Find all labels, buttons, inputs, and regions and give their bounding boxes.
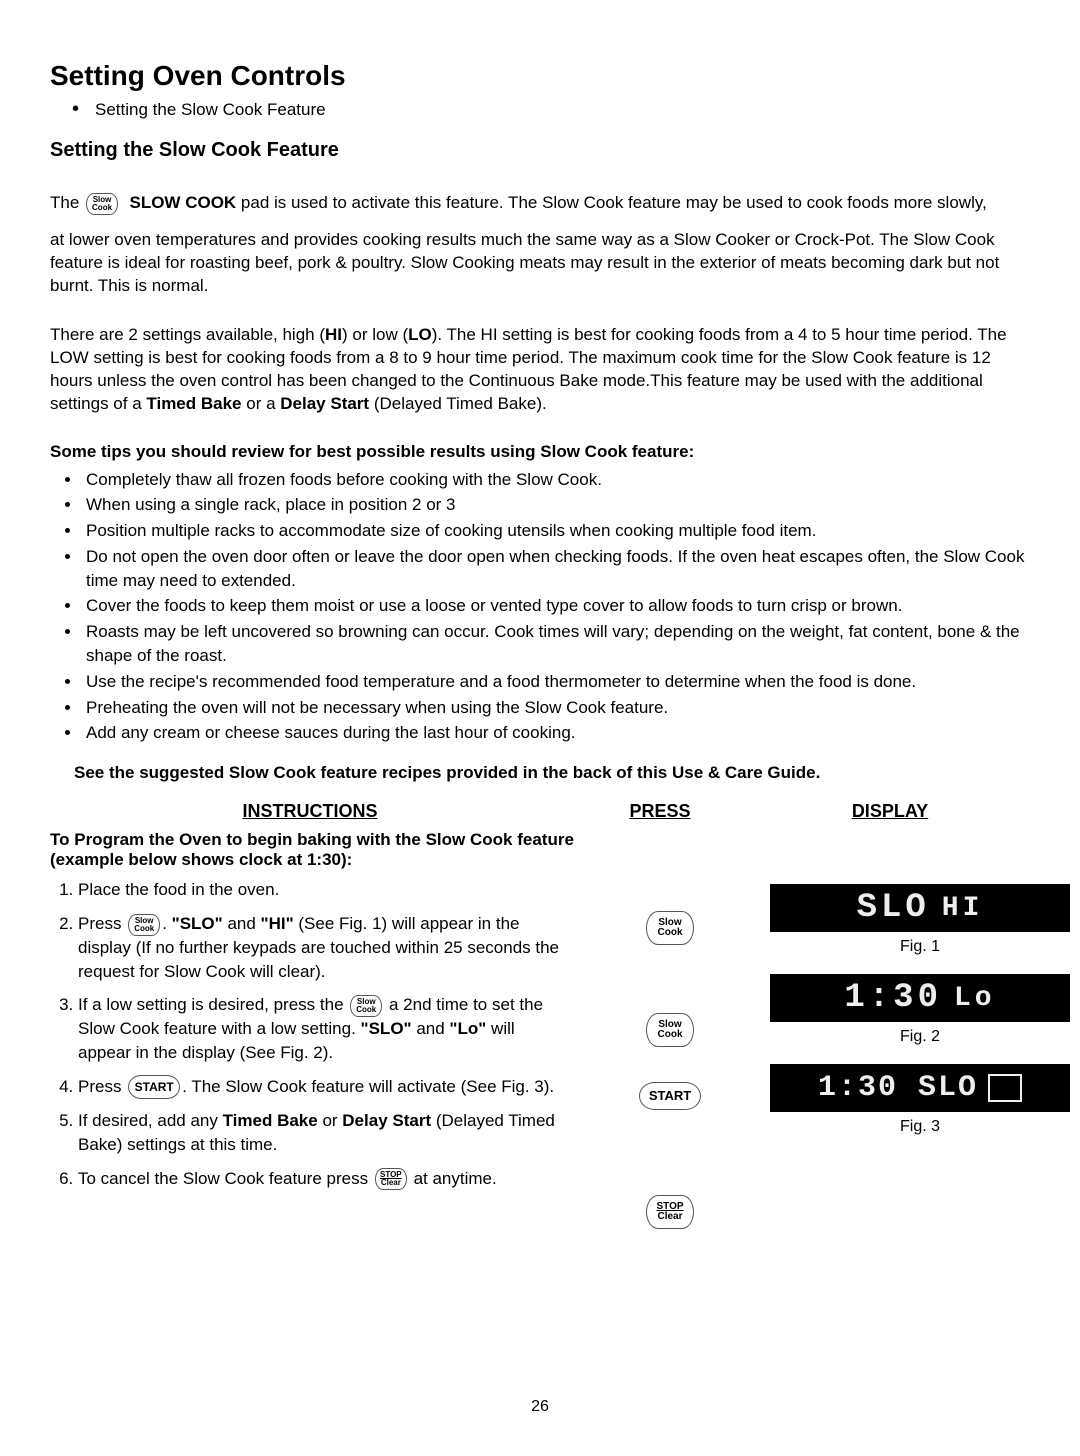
slo-bold: "SLO" — [361, 1019, 412, 1038]
text: and — [223, 914, 261, 933]
text: (Delayed Timed Bake). — [369, 394, 547, 413]
slow-cook-pad-icon: Slow Cook — [86, 193, 118, 215]
text: There are 2 settings available, high ( — [50, 325, 325, 344]
text: and — [412, 1019, 450, 1038]
settings-para: There are 2 settings available, high (HI… — [50, 324, 1030, 416]
pad-line: Cook — [134, 925, 154, 933]
pad-line: START — [135, 1081, 174, 1093]
step-4: Press START . The Slow Cook feature will… — [78, 1075, 570, 1100]
program-heading: To Program the Oven to begin baking with… — [50, 830, 590, 870]
text: Press — [78, 1077, 126, 1096]
text: If desired, add any — [78, 1111, 223, 1130]
slow-cook-bold: SLOW COOK — [129, 193, 236, 212]
tip-item: Completely thaw all frozen foods before … — [82, 468, 1030, 492]
step-1: Place the food in the oven. — [78, 878, 570, 902]
start-pad-icon: START — [128, 1075, 180, 1099]
pad-line: Cook — [356, 1006, 376, 1014]
pad-line: Cook — [658, 1030, 683, 1040]
delay-start-bold: Delay Start — [342, 1111, 431, 1130]
page-number: 26 — [50, 1398, 1030, 1416]
tips-list: Completely thaw all frozen foods before … — [50, 468, 1030, 746]
step-2: Press Slow Cook . "SLO" and "HI" (See Fi… — [78, 912, 570, 983]
text: ) or low ( — [342, 325, 408, 344]
page-title: Setting Oven Controls — [50, 60, 1030, 92]
fig-2-label: Fig. 2 — [900, 1028, 940, 1046]
timed-bake-bold: Timed Bake — [146, 394, 241, 413]
step-6: To cancel the Slow Cook feature press ST… — [78, 1167, 570, 1191]
col-press: PRESS — [570, 801, 750, 822]
tip-item: Position multiple racks to accommodate s… — [82, 519, 1030, 543]
display-side: Lo — [954, 983, 996, 1014]
text: Press — [78, 914, 126, 933]
section-heading: Setting the Slow Cook Feature — [50, 139, 1030, 162]
press-slow-cook-icon: Slow Cook — [646, 1013, 694, 1047]
text: . — [162, 914, 171, 933]
col-instructions: INSTRUCTIONS — [50, 801, 570, 822]
display-box-icon — [988, 1074, 1022, 1102]
display-main: 1:30 SLO — [818, 1071, 978, 1105]
slow-cook-pad-icon: Slow Cook — [350, 995, 382, 1017]
timed-bake-bold: Timed Bake — [223, 1111, 318, 1130]
step-3: If a low setting is desired, press the S… — [78, 993, 570, 1064]
display-main: SLO — [857, 889, 930, 927]
tip-item: Use the recipe's recommended food temper… — [82, 670, 1030, 694]
hi-bold: "HI" — [261, 914, 294, 933]
text: The — [50, 193, 84, 212]
pad-line: START — [649, 1090, 691, 1102]
text: pad is used to activate this feature. Th… — [236, 193, 987, 212]
pad-line: Cook — [658, 928, 683, 938]
tip-item: Add any cream or cheese sauces during th… — [82, 721, 1030, 745]
press-stop-clear-icon: STOP Clear — [646, 1195, 694, 1229]
slow-cook-pad-icon: Slow Cook — [128, 914, 160, 936]
text: or — [318, 1111, 343, 1130]
see-back-note: See the suggested Slow Cook feature reci… — [74, 763, 1030, 783]
display-fig-1: SLO HI — [770, 884, 1070, 932]
text: . The Slow Cook feature will activate (S… — [182, 1077, 554, 1096]
pad-line: Clear — [381, 1179, 401, 1187]
tips-heading: Some tips you should review for best pos… — [50, 442, 1030, 462]
press-slow-cook-icon: Slow Cook — [646, 911, 694, 945]
intro-para-2: at lower oven temperatures and provides … — [50, 229, 1030, 298]
display-fig-2: 1:30 Lo — [770, 974, 1070, 1022]
display-main: 1:30 — [844, 979, 942, 1017]
fig-3-label: Fig. 3 — [900, 1118, 940, 1136]
pad-line: Cook — [92, 204, 112, 212]
pad-line: Clear — [657, 1212, 682, 1222]
hi-bold: HI — [325, 325, 342, 344]
tip-item: Cover the foods to keep them moist or us… — [82, 594, 1030, 618]
column-headers: INSTRUCTIONS PRESS DISPLAY — [50, 801, 1030, 822]
slo-bold: "SLO" — [172, 914, 223, 933]
lo-bold: "Lo" — [449, 1019, 486, 1038]
delay-start-bold: Delay Start — [280, 394, 369, 413]
text: at anytime. — [414, 1169, 497, 1188]
tip-item: Roasts may be left uncovered so browning… — [82, 620, 1030, 668]
tip-item: When using a single rack, place in posit… — [82, 493, 1030, 517]
text: or a — [242, 394, 281, 413]
subtitle-bullet: Setting the Slow Cook Feature — [72, 98, 1030, 121]
display-fig-3: 1:30 SLO — [770, 1064, 1070, 1112]
intro-para-1: The Slow Cook SLOW COOK pad is used to a… — [50, 192, 1030, 215]
lo-bold: LO — [408, 325, 432, 344]
press-start-icon: START — [639, 1082, 701, 1110]
stop-clear-pad-icon: STOP Clear — [375, 1168, 407, 1190]
text: To cancel the Slow Cook feature press — [78, 1169, 373, 1188]
step-5: If desired, add any Timed Bake or Delay … — [78, 1109, 570, 1157]
text: If a low setting is desired, press the — [78, 995, 348, 1014]
steps-list: Place the food in the oven. Press Slow C… — [50, 878, 570, 1190]
tip-item: Preheating the oven will not be necessar… — [82, 696, 1030, 720]
fig-1-label: Fig. 1 — [900, 938, 940, 956]
col-display: DISPLAY — [750, 801, 1030, 822]
display-side: HI — [942, 893, 984, 924]
tip-item: Do not open the oven door often or leave… — [82, 545, 1030, 593]
